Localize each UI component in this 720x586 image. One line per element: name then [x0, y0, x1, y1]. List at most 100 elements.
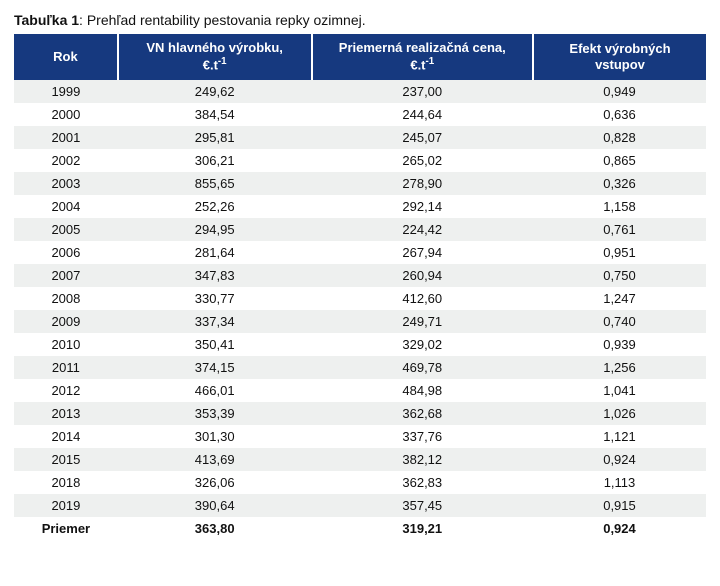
table-cell: 390,64	[118, 494, 312, 517]
table-cell: 292,14	[312, 195, 533, 218]
table-cell: 249,71	[312, 310, 533, 333]
table-cell: 2013	[14, 402, 118, 425]
table-row: 1999249,62237,000,949	[14, 80, 706, 103]
table-cell: 362,68	[312, 402, 533, 425]
table-cell: 2000	[14, 103, 118, 126]
table-row: 2003855,65278,900,326	[14, 172, 706, 195]
table-cell: 2003	[14, 172, 118, 195]
table-cell: 0,750	[533, 264, 706, 287]
table-cell: 224,42	[312, 218, 533, 241]
table-cell: 278,90	[312, 172, 533, 195]
table-cell: 237,00	[312, 80, 533, 103]
table-cell: 466,01	[118, 379, 312, 402]
table-cell: 2006	[14, 241, 118, 264]
table-cell: 2015	[14, 448, 118, 471]
table-head: Rok VN hlavného výrobku,€.t-1 Priemerná …	[14, 34, 706, 80]
table-row: 2002306,21265,020,865	[14, 149, 706, 172]
table-cell: 469,78	[312, 356, 533, 379]
table-cell: 0,326	[533, 172, 706, 195]
col-header-year: Rok	[14, 34, 118, 80]
table-row: 2009337,34249,710,740	[14, 310, 706, 333]
table-cell: 357,45	[312, 494, 533, 517]
table-cell: 0,636	[533, 103, 706, 126]
table-cell: 2005	[14, 218, 118, 241]
table-cell: 1,256	[533, 356, 706, 379]
table-cell: 245,07	[312, 126, 533, 149]
table-row: 2001295,81245,070,828	[14, 126, 706, 149]
table-cell: 337,76	[312, 425, 533, 448]
table-cell: 1,247	[533, 287, 706, 310]
table-cell: 413,69	[118, 448, 312, 471]
table-cell: 2019	[14, 494, 118, 517]
table-row: 2004252,26292,141,158	[14, 195, 706, 218]
table-cell: 1,041	[533, 379, 706, 402]
table-summary-cell: 0,924	[533, 517, 706, 540]
table-cell: 0,865	[533, 149, 706, 172]
table-cell: 1,158	[533, 195, 706, 218]
table-cell: 382,12	[312, 448, 533, 471]
table-cell: 2009	[14, 310, 118, 333]
table-row: 2013353,39362,681,026	[14, 402, 706, 425]
table-cell: 249,62	[118, 80, 312, 103]
table-cell: 301,30	[118, 425, 312, 448]
table-cell: 294,95	[118, 218, 312, 241]
table-cell: 0,949	[533, 80, 706, 103]
table-cell: 2018	[14, 471, 118, 494]
table-cell: 2012	[14, 379, 118, 402]
table-cell: 0,828	[533, 126, 706, 149]
table-cell: 0,740	[533, 310, 706, 333]
table-cell: 374,15	[118, 356, 312, 379]
table-cell: 362,83	[312, 471, 533, 494]
table-cell: 2010	[14, 333, 118, 356]
data-table: Rok VN hlavného výrobku,€.t-1 Priemerná …	[14, 34, 706, 540]
table-cell: 0,951	[533, 241, 706, 264]
table-cell: 330,77	[118, 287, 312, 310]
table-cell: 2001	[14, 126, 118, 149]
table-cell: 267,94	[312, 241, 533, 264]
table-caption: Tabuľka 1: Prehľad rentability pestovani…	[14, 12, 706, 28]
table-cell: 855,65	[118, 172, 312, 195]
table-cell: 326,06	[118, 471, 312, 494]
table-row: 2015413,69382,120,924	[14, 448, 706, 471]
table-cell: 295,81	[118, 126, 312, 149]
table-cell: 350,41	[118, 333, 312, 356]
table-cell: 244,64	[312, 103, 533, 126]
table-row: 2012466,01484,981,041	[14, 379, 706, 402]
table-cell: 1,026	[533, 402, 706, 425]
table-cell: 412,60	[312, 287, 533, 310]
table-cell: 306,21	[118, 149, 312, 172]
table-row: 2006281,64267,940,951	[14, 241, 706, 264]
table-cell: 2002	[14, 149, 118, 172]
table-cell: 0,924	[533, 448, 706, 471]
table-summary-cell: 363,80	[118, 517, 312, 540]
table-cell: 2007	[14, 264, 118, 287]
table-cell: 2011	[14, 356, 118, 379]
table-row: 2011374,15469,781,256	[14, 356, 706, 379]
table-row: 2005294,95224,420,761	[14, 218, 706, 241]
table-summary-cell: Priemer	[14, 517, 118, 540]
table-row: 2014301,30337,761,121	[14, 425, 706, 448]
table-cell: 1999	[14, 80, 118, 103]
table-row: 2010350,41329,020,939	[14, 333, 706, 356]
table-row: 2008330,77412,601,247	[14, 287, 706, 310]
table-row: 2007347,83260,940,750	[14, 264, 706, 287]
table-body: 1999249,62237,000,9492000384,54244,640,6…	[14, 80, 706, 540]
table-row: 2000384,54244,640,636	[14, 103, 706, 126]
table-cell: 353,39	[118, 402, 312, 425]
table-cell: 252,26	[118, 195, 312, 218]
col-header-vn: VN hlavného výrobku,€.t-1	[118, 34, 312, 80]
table-cell: 2004	[14, 195, 118, 218]
table-cell: 329,02	[312, 333, 533, 356]
table-cell: 265,02	[312, 149, 533, 172]
table-cell: 337,34	[118, 310, 312, 333]
table-cell: 2008	[14, 287, 118, 310]
table-cell: 1,113	[533, 471, 706, 494]
table-cell: 0,915	[533, 494, 706, 517]
table-cell: 484,98	[312, 379, 533, 402]
table-cell: 1,121	[533, 425, 706, 448]
table-cell: 0,939	[533, 333, 706, 356]
table-cell: 2014	[14, 425, 118, 448]
table-row: 2019390,64357,450,915	[14, 494, 706, 517]
table-cell: 0,761	[533, 218, 706, 241]
table-summary-row: Priemer363,80319,210,924	[14, 517, 706, 540]
